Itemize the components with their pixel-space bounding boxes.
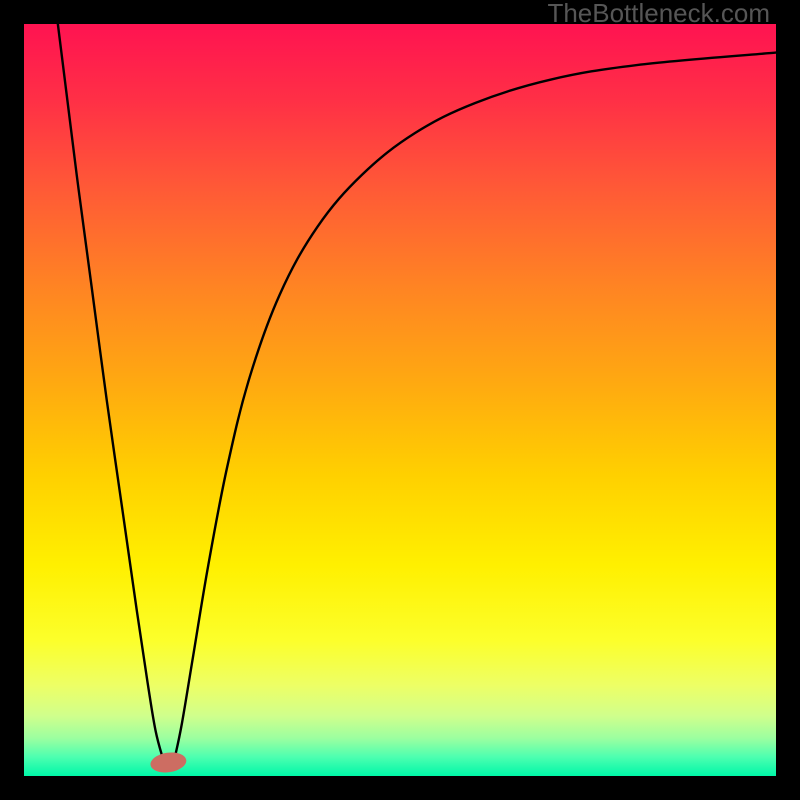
bottleneck-curve-chart: [0, 0, 800, 800]
watermark-text: TheBottleneck.com: [547, 0, 770, 29]
chart-container: TheBottleneck.com: [0, 0, 800, 800]
